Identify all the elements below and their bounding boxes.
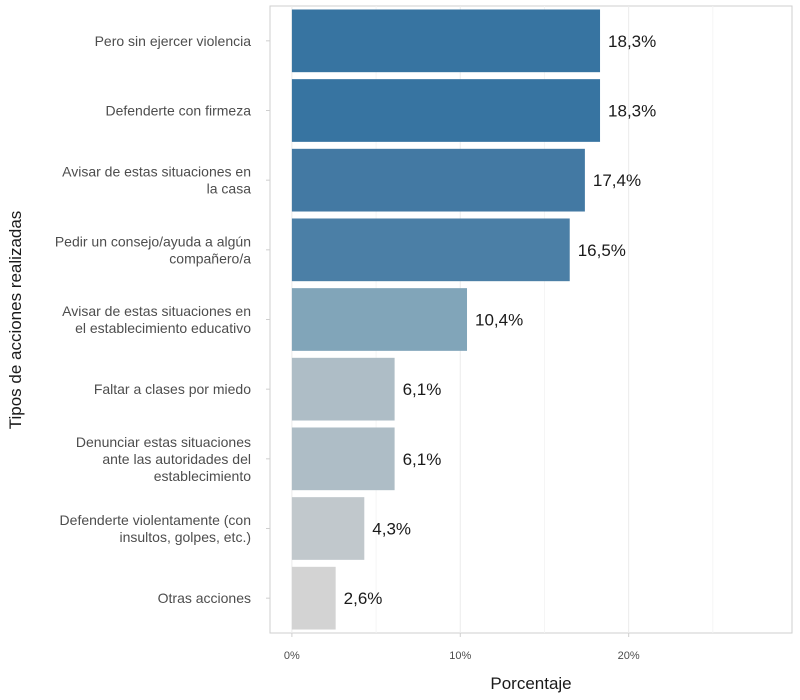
bar bbox=[291, 357, 395, 421]
x-tick-label: 0% bbox=[284, 650, 300, 662]
category-label-line: Pedir un consejo/ayuda a algún bbox=[55, 233, 251, 249]
category-label-line: Denunciar estas situaciones bbox=[76, 434, 251, 450]
value-label: 2,6% bbox=[344, 589, 383, 608]
x-axis-title: Porcentaje bbox=[490, 674, 571, 693]
category-label: Denunciar estas situaciones ante las auto… bbox=[76, 434, 251, 484]
category-label-line: el establecimiento educativo bbox=[75, 320, 251, 336]
category-label: Pedir un consejo/ayuda a algún compañero/… bbox=[55, 233, 251, 266]
value-label: 4,3% bbox=[372, 520, 411, 539]
category-label: Pero sin ejercer violencia bbox=[95, 33, 252, 49]
category-label: Avisar de estas situaciones en el estable… bbox=[62, 303, 251, 336]
bar bbox=[291, 497, 365, 560]
x-tick-label: 20% bbox=[618, 650, 640, 662]
value-label: 6,1% bbox=[403, 450, 442, 469]
value-label: 10,4% bbox=[475, 311, 523, 330]
category-label: Defenderte con firmeza bbox=[105, 103, 251, 119]
category-label: Otras acciones bbox=[158, 590, 251, 606]
category-label-line: Avisar de estas situaciones en bbox=[62, 303, 251, 319]
bar bbox=[291, 9, 601, 73]
value-labels: 18,3% 18,3% 17,4% 16,5% 10,4% 6,1% 6,1% 4,3% 2,6… bbox=[344, 32, 657, 608]
bar bbox=[291, 218, 570, 282]
category-label-line: Otras acciones bbox=[158, 590, 251, 606]
category-label-line: ante las autoridades del bbox=[102, 451, 251, 467]
category-label-line: compañero/a bbox=[169, 250, 251, 266]
category-label: Defenderte violentamente (con insultos, g… bbox=[60, 512, 251, 545]
category-label-line: la casa bbox=[207, 181, 252, 197]
category-label: Faltar a clases por miedo bbox=[94, 381, 251, 397]
bar bbox=[291, 148, 585, 212]
bar bbox=[291, 288, 468, 351]
category-labels: Pero sin ejercer violencia Defenderte con… bbox=[55, 33, 270, 606]
value-label: 6,1% bbox=[403, 380, 442, 399]
bar bbox=[291, 79, 601, 142]
category-label-line: insultos, golpes, etc.) bbox=[119, 529, 251, 545]
x-tick-label: 10% bbox=[449, 650, 471, 662]
bar bbox=[291, 566, 336, 630]
value-label: 18,3% bbox=[608, 102, 656, 121]
value-label: 17,4% bbox=[593, 171, 641, 190]
x-axis-ticks: 0% 10% 20% bbox=[284, 633, 640, 662]
category-label-line: establecimiento bbox=[154, 468, 251, 484]
category-label-line: Faltar a clases por miedo bbox=[94, 381, 251, 397]
category-label-line: Pero sin ejercer violencia bbox=[95, 33, 252, 49]
value-label: 18,3% bbox=[608, 32, 656, 51]
bars bbox=[291, 9, 601, 630]
category-label-line: Defenderte con firmeza bbox=[105, 103, 251, 119]
category-label-line: Avisar de estas situaciones en bbox=[62, 164, 251, 180]
value-label: 16,5% bbox=[578, 241, 626, 260]
y-axis-title: Tipos de acciones realizadas bbox=[6, 211, 25, 430]
bar bbox=[291, 427, 395, 491]
category-label: Avisar de estas situaciones en la casa bbox=[62, 164, 251, 197]
category-label-line: Defenderte violentamente (con bbox=[60, 512, 251, 528]
